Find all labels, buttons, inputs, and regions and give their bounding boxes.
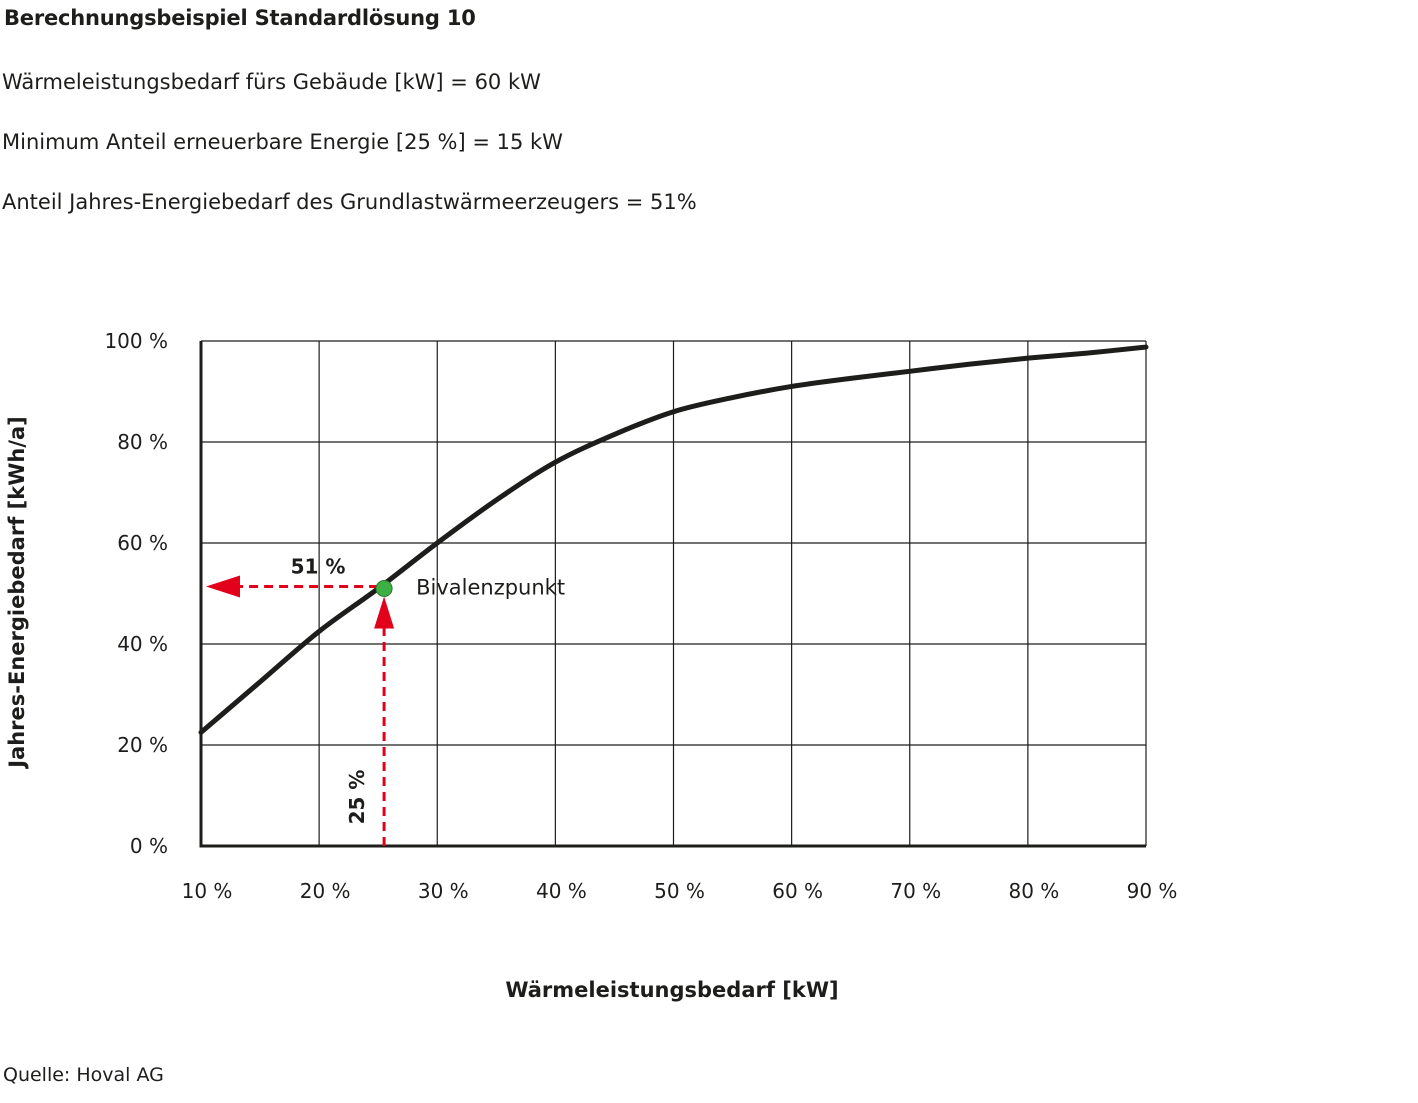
x-tick-label: 10 % (182, 879, 233, 903)
bivalence-label: Bivalenzpunkt (416, 575, 565, 599)
x-tick-label: 20 % (300, 879, 351, 903)
y-tick-label: 80 % (117, 430, 168, 454)
page-title: Berechnungsbeispiel Standardlösung 10 (4, 6, 476, 30)
y-marker-arrowhead (206, 575, 240, 598)
x-tick-label: 30 % (418, 879, 469, 903)
y-axis-label: Jahres-Energiebedarf [kWh/a] (5, 416, 29, 770)
y-tick-label: 100 % (104, 329, 168, 353)
x-tick-label: 80 % (1008, 879, 1059, 903)
y-tick-label: 20 % (117, 733, 168, 757)
x-tick-label: 40 % (536, 879, 587, 903)
y-tick-label: 0 % (130, 834, 168, 858)
annual-share-text: Anteil Jahres-Energiebedarf des Grundlas… (2, 190, 697, 214)
x-tick-label: 70 % (890, 879, 941, 903)
x-axis-label: Wärmeleistungsbedarf [kW] (505, 978, 838, 1002)
y-tick-label: 40 % (117, 632, 168, 656)
x-marker-arrowhead (374, 596, 395, 629)
y-tick-label: 60 % (117, 531, 168, 555)
bivalence-point (375, 579, 393, 597)
x-tick-label: 90 % (1127, 879, 1178, 903)
heat-demand-text: Wärmeleistungsbedarf fürs Gebäude [kW] =… (2, 70, 541, 94)
x-tick-label: 50 % (654, 879, 705, 903)
series-line (198, 344, 1149, 735)
y-marker-label: 51 % (291, 554, 346, 578)
x-tick-label: 60 % (772, 879, 823, 903)
renewable-share-text: Minimum Anteil erneuerbare Energie [25 %… (2, 130, 563, 154)
x-marker-label: 25 % (345, 770, 369, 825)
source-note: Quelle: Hoval AG (3, 1064, 164, 1086)
